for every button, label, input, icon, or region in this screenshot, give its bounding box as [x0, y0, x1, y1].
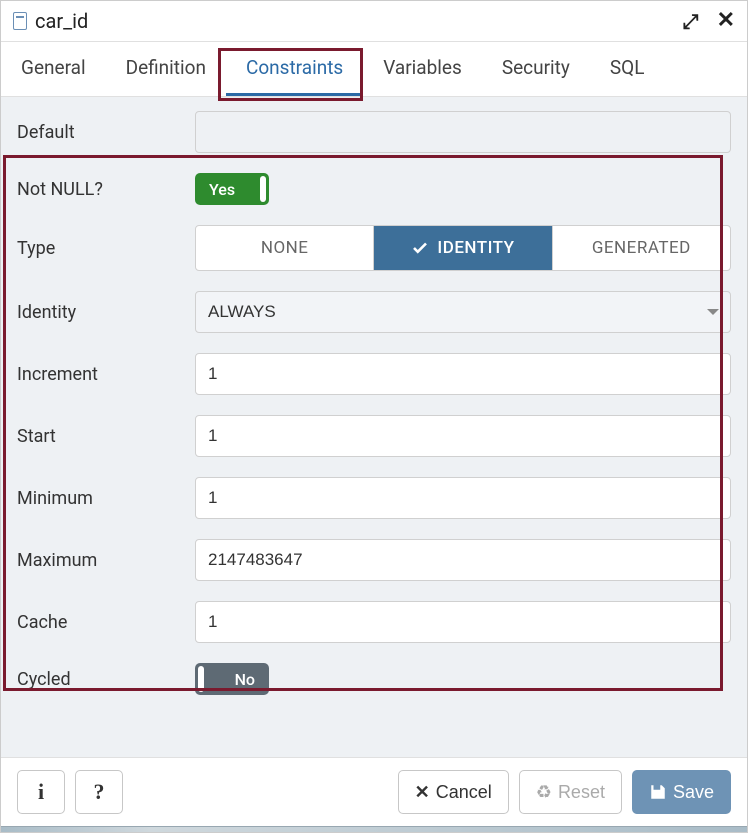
help-button[interactable]: ? [75, 770, 123, 814]
tab-general[interactable]: General [1, 42, 106, 96]
row-minimum: Minimum [17, 477, 731, 519]
chevron-down-icon [707, 309, 719, 315]
identity-select-value[interactable] [195, 291, 731, 333]
type-segmented: NONE IDENTITY GENERATED [195, 225, 731, 271]
label-minimum: Minimum [17, 488, 195, 509]
reset-button-label: Reset [558, 782, 605, 803]
toggle-off-label: No [235, 670, 255, 689]
content-pane: Default Not NULL? Yes Type NONE [1, 97, 747, 757]
save-button-label: Save [673, 782, 714, 803]
cancel-button-label: Cancel [436, 782, 492, 803]
cycled-toggle[interactable]: No [195, 663, 269, 695]
row-start: Start [17, 415, 731, 457]
expand-icon[interactable]: ⤢ [683, 11, 699, 31]
identity-select[interactable] [195, 291, 731, 333]
cancel-button[interactable]: ✕ Cancel [398, 770, 509, 814]
tab-sql[interactable]: SQL [590, 42, 665, 96]
row-default: Default [17, 111, 731, 153]
row-increment: Increment [17, 353, 731, 395]
row-type: Type NONE IDENTITY GENERATED [17, 225, 731, 271]
row-identity: Identity [17, 291, 731, 333]
label-identity: Identity [17, 302, 195, 323]
tab-variables[interactable]: Variables [363, 42, 482, 96]
row-not-null: Not NULL? Yes [17, 173, 731, 205]
footer: i ? ✕ Cancel ♻ Reset Save [1, 757, 747, 826]
maximum-input[interactable] [195, 539, 731, 581]
info-button[interactable]: i [17, 770, 65, 814]
save-button[interactable]: Save [632, 770, 731, 814]
label-not-null: Not NULL? [17, 179, 195, 200]
increment-input[interactable] [195, 353, 731, 395]
dialog-title: car_id [35, 9, 665, 33]
check-icon [411, 239, 429, 257]
label-cache: Cache [17, 612, 195, 633]
label-default: Default [17, 122, 195, 143]
reset-button[interactable]: ♻ Reset [519, 770, 622, 814]
save-icon [649, 783, 667, 801]
bottom-shadow [1, 826, 747, 832]
type-option-generated[interactable]: GENERATED [553, 226, 730, 270]
toggle-knob [198, 666, 204, 692]
toggle-knob [260, 176, 266, 202]
close-icon[interactable]: ✕ [717, 10, 735, 32]
label-cycled: Cycled [17, 669, 195, 690]
label-maximum: Maximum [17, 550, 195, 571]
start-input[interactable] [195, 415, 731, 457]
cache-input[interactable] [195, 601, 731, 643]
tab-security[interactable]: Security [482, 42, 590, 96]
column-icon [13, 12, 27, 30]
tab-definition[interactable]: Definition [106, 42, 226, 96]
row-cycled: Cycled No [17, 663, 731, 695]
titlebar: car_id ⤢ ✕ [1, 1, 747, 42]
label-start: Start [17, 426, 195, 447]
label-type: Type [17, 238, 195, 259]
close-icon: ✕ [415, 782, 430, 803]
tab-constraints[interactable]: Constraints [226, 42, 363, 96]
row-maximum: Maximum [17, 539, 731, 581]
type-option-identity[interactable]: IDENTITY [374, 226, 552, 270]
default-input[interactable] [195, 111, 731, 153]
tab-bar: General Definition Constraints Variables… [1, 42, 747, 97]
column-properties-dialog: car_id ⤢ ✕ General Definition Constraint… [0, 0, 748, 833]
not-null-toggle[interactable]: Yes [195, 173, 269, 205]
row-cache: Cache [17, 601, 731, 643]
type-option-identity-label: IDENTITY [437, 238, 514, 258]
toggle-on-label: Yes [209, 180, 235, 199]
recycle-icon: ♻ [536, 782, 552, 803]
type-option-none[interactable]: NONE [196, 226, 374, 270]
minimum-input[interactable] [195, 477, 731, 519]
label-increment: Increment [17, 364, 195, 385]
